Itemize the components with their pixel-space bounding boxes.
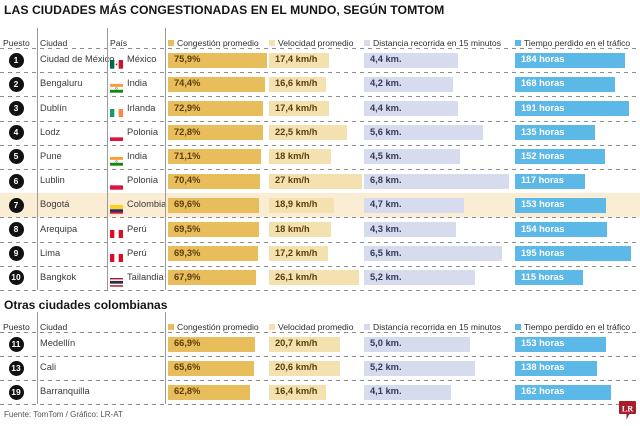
svg-text:LR: LR <box>622 404 635 413</box>
